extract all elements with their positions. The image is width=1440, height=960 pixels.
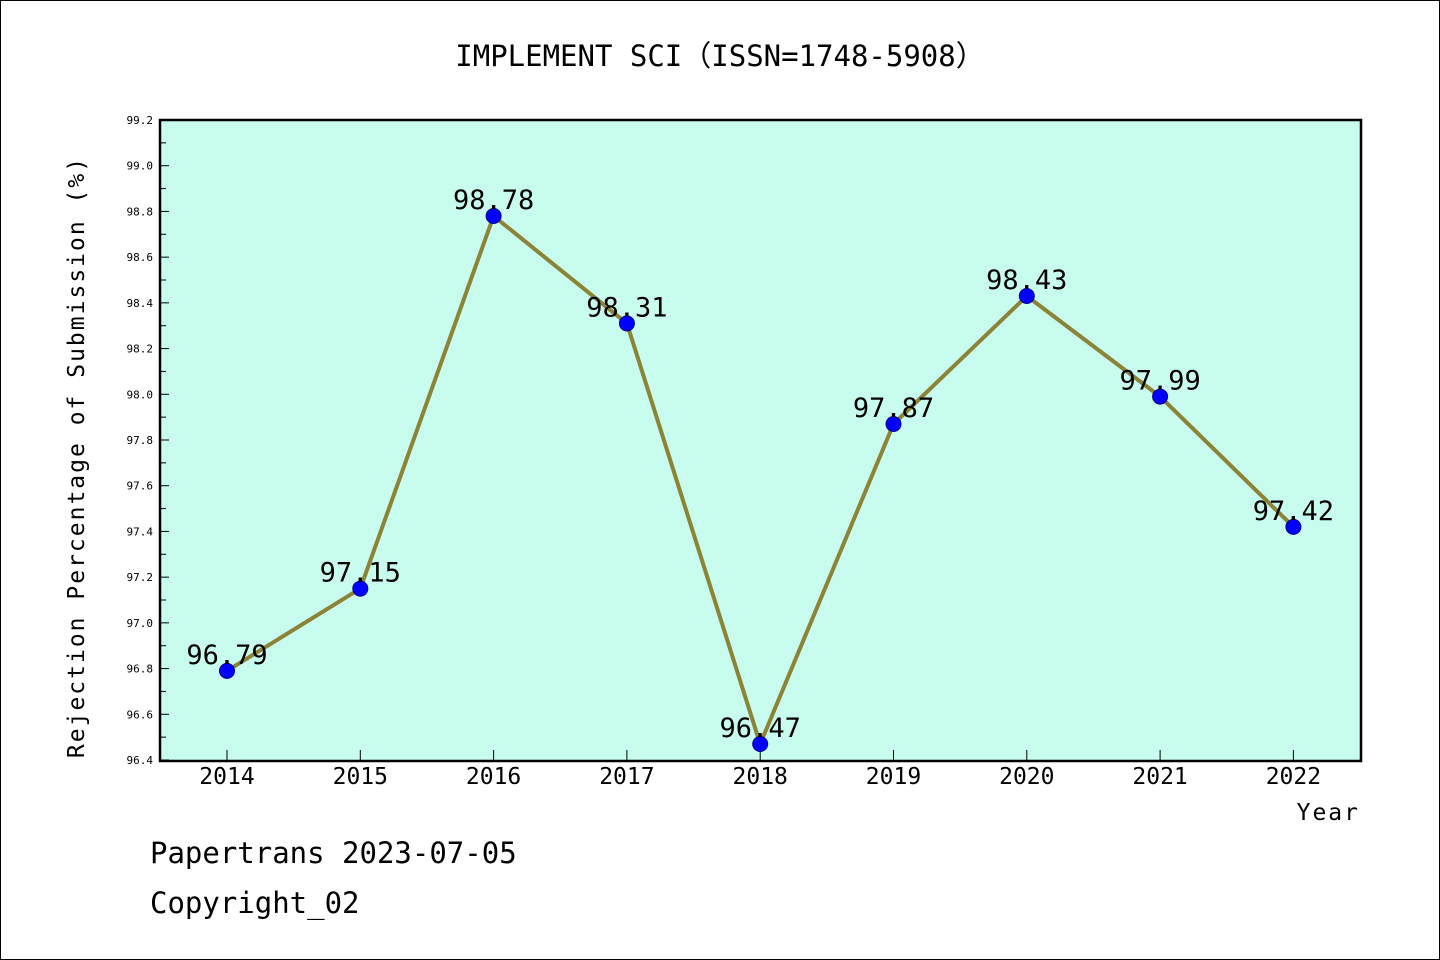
data-point bbox=[752, 736, 769, 752]
data-label: 97.42 bbox=[1253, 496, 1334, 527]
y-tick-label: 97.2 bbox=[127, 571, 154, 584]
data-point bbox=[1018, 288, 1035, 304]
x-tick-label: 2022 bbox=[1266, 764, 1321, 790]
footer-date: Papertrans 2023-07-05 bbox=[150, 836, 517, 870]
y-tick-label: 97.0 bbox=[127, 617, 154, 630]
y-axis: 96.4 96.6 96.8 97.0 97.2 97.4 97.6 97.8 98.0 98.2… bbox=[127, 114, 169, 767]
y-tick-label: 98.4 bbox=[127, 297, 154, 310]
x-tick-label: 2020 bbox=[999, 764, 1054, 790]
y-tick-label: 97.8 bbox=[127, 434, 154, 447]
x-axis-label: Year bbox=[1297, 800, 1360, 826]
x-tick-label: 2015 bbox=[333, 764, 388, 790]
data-label: 97.15 bbox=[320, 558, 401, 589]
data-point bbox=[885, 416, 902, 432]
data-point bbox=[352, 580, 369, 597]
data-point bbox=[1152, 388, 1169, 405]
x-axis: 2014 2015 2016 2017 2018 2019 2020 2021 2022 bbox=[199, 750, 1321, 790]
y-tick-label: 99.0 bbox=[127, 160, 154, 173]
x-tick-label: 2014 bbox=[199, 764, 254, 790]
x-tick-label: 2021 bbox=[1132, 764, 1187, 790]
chart-title: IMPLEMENT SCI（ISSN=1748-5908） bbox=[455, 39, 984, 73]
x-tick-label: 2019 bbox=[866, 764, 921, 790]
y-tick-label: 96.8 bbox=[127, 663, 154, 676]
y-tick-label: 98.0 bbox=[127, 388, 154, 401]
y-tick-label: 98.6 bbox=[127, 251, 154, 264]
data-label: 98.31 bbox=[586, 292, 667, 323]
x-tick-label: 2018 bbox=[733, 764, 788, 790]
data-point bbox=[485, 208, 502, 224]
data-point bbox=[219, 662, 235, 679]
x-tick-label: 2017 bbox=[599, 764, 654, 790]
data-label: 98.43 bbox=[986, 265, 1067, 296]
data-label: 96.79 bbox=[186, 640, 267, 671]
data-label: 96.47 bbox=[720, 713, 801, 744]
y-axis-label: Rejection Percentage of Submission (%) bbox=[64, 156, 90, 758]
plot-area bbox=[158, 118, 1363, 763]
y-tick-label: 99.2 bbox=[127, 114, 154, 127]
y-tick-label: 98.2 bbox=[127, 343, 154, 356]
data-markers bbox=[219, 208, 1302, 752]
data-point bbox=[618, 315, 635, 332]
y-tick-label: 97.4 bbox=[127, 525, 154, 538]
x-tick-label: 2016 bbox=[466, 764, 521, 790]
data-point bbox=[1285, 518, 1302, 535]
data-label: 97.87 bbox=[853, 393, 934, 424]
y-tick-label: 96.6 bbox=[127, 708, 154, 721]
data-label: 97.99 bbox=[1119, 366, 1200, 397]
data-labels: 96.79 97.15 98.78 98.31 96.47 97.87 98.43 97.99… bbox=[186, 185, 1334, 744]
y-tick-label: 98.8 bbox=[127, 205, 154, 218]
data-label: 98.78 bbox=[453, 185, 534, 216]
y-tick-label: 96.4 bbox=[127, 754, 154, 767]
footer-copyright: Copyright_02 bbox=[150, 886, 360, 920]
y-tick-label: 97.6 bbox=[127, 480, 154, 493]
